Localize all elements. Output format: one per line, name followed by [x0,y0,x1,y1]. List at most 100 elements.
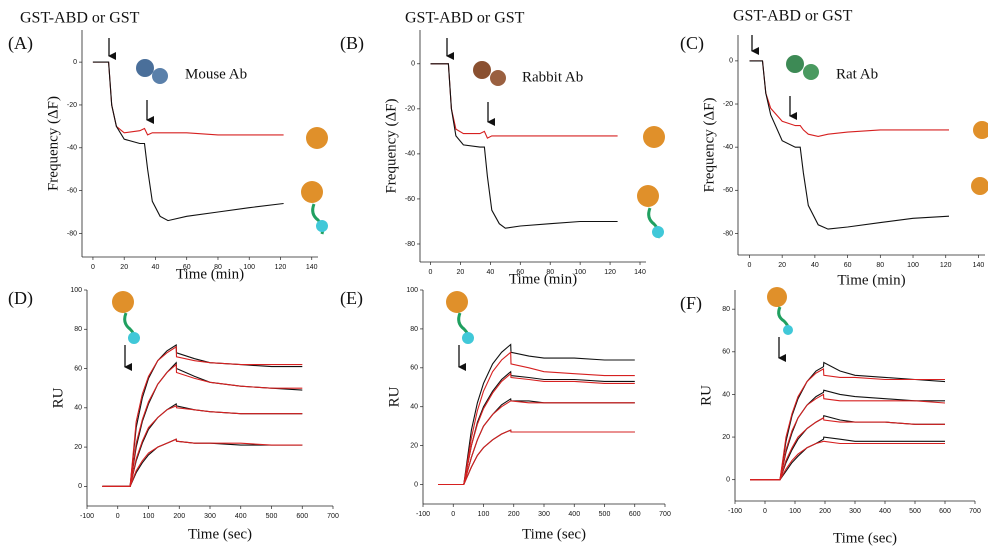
x-tick-label: 60 [183,264,191,271]
y-tick-label: 60 [722,349,730,356]
x-tick-label: 100 [574,269,586,276]
x-tick-label: 700 [659,511,671,518]
data-line [102,405,303,487]
y-tick-label: -20 [405,106,415,113]
data-line [750,415,945,481]
x-tick-label: 0 [91,264,95,271]
protein-icon [301,181,323,203]
x-tick-label: 400 [568,511,580,518]
data-line [750,436,945,481]
y-tick-label: 0 [73,59,77,66]
data-line [750,367,945,481]
annotation: GST-ABD or GST [20,10,140,27]
protein-icon [446,291,468,313]
x-tick-label: 140 [634,269,646,276]
y-tick-label: -20 [67,102,77,109]
data-line [438,351,635,486]
x-tick-label: 100 [907,262,919,269]
chart-panel: -100 0 100 200 300 400 500 600 700 0 20 40 60 80 (F) Ti… [680,290,981,546]
icons [112,55,988,344]
panel-label: (A) [8,33,33,54]
x-tick-label: -100 [728,508,742,515]
chart-panel: 0 20 40 60 80 100 120 140 0 -20 -40 -60 -80 (A) GST-AB… [8,10,318,282]
x-tick-label: 200 [819,508,831,515]
y-axis-label: Frequency (ΔF) [45,96,61,191]
y-axis-label: RU [50,387,66,408]
data-line [438,400,635,486]
x-tick-label: 300 [204,513,216,520]
x-tick-label: 500 [909,508,921,515]
protein-icon [971,177,988,195]
y-tick-label: 40 [410,404,418,411]
antibody-icon [803,64,819,80]
x-tick-label: 80 [876,262,884,269]
antibody-label: Rat Ab [836,66,878,82]
y-tick-label: 100 [70,287,82,294]
x-tick-label: 700 [969,508,981,515]
x-tick-label: 500 [599,511,611,518]
y-tick-label: 0 [414,481,418,488]
x-axis-label: Time (sec) [522,526,586,542]
x-tick-label: 20 [120,264,128,271]
antibody-icon [490,70,506,86]
antibody-icon [152,68,168,84]
x-axis-label: Time (min) [176,266,244,282]
x-tick-label: 120 [604,269,616,276]
data-line [750,389,945,481]
x-tick-label: 200 [173,513,185,520]
x-axis-label: Time (min) [509,271,577,287]
x-tick-label: -100 [80,513,94,520]
x-tick-label: 120 [275,264,287,271]
panel-label: (B) [340,33,364,54]
y-tick-label: -80 [723,230,733,237]
y-tick-label: -80 [405,241,415,248]
y-tick-label: 0 [726,477,730,484]
x-tick-label: 20 [778,262,786,269]
chart-panel: 0 20 40 60 80 100 120 140 0 -20 -40 -60 -80 (B) GST-AB… [340,10,646,287]
x-tick-label: 400 [879,508,891,515]
y-tick-label: 80 [410,326,418,333]
x-tick-label: 40 [811,262,819,269]
antibody-icon [473,61,491,79]
data-line [102,345,303,487]
x-tick-label: 80 [546,269,554,276]
y-tick-label: -40 [67,145,77,152]
arrows [108,35,797,371]
data-line [102,363,303,487]
panel-label: (D) [8,288,33,309]
annotation: GST-ABD or GST [405,10,525,27]
y-tick-label: -60 [723,187,733,194]
x-tick-label: 140 [306,264,318,271]
data-line [750,417,945,481]
x-tick-label: 20 [457,269,465,276]
x-tick-label: 700 [327,513,339,520]
panel-label: (E) [340,288,363,309]
panel-label: (C) [680,33,704,54]
y-tick-label: 40 [722,391,730,398]
y-tick-label: 40 [74,405,82,412]
panel-label: (F) [680,293,702,314]
abd-icon [128,332,140,344]
y-axis-label: Frequency (ΔF) [701,97,717,192]
x-axis-label: Time (sec) [833,530,897,546]
y-tick-label: 60 [74,365,82,372]
x-tick-label: 0 [763,508,767,515]
y-tick-label: -40 [405,151,415,158]
y-axis-label: Frequency (ΔF) [383,98,399,193]
y-tick-label: 0 [78,483,82,490]
x-tick-label: 300 [538,511,550,518]
abd-icon [652,226,664,238]
y-tick-label: -40 [723,144,733,151]
y-tick-label: 20 [722,434,730,441]
x-tick-label: 0 [747,262,751,269]
x-tick-label: 200 [508,511,520,518]
y-axis-label: RU [386,386,402,407]
x-tick-label: 100 [478,511,490,518]
antibody-icon [786,55,804,73]
x-tick-label: 100 [143,513,155,520]
y-tick-label: 20 [410,442,418,449]
y-tick-label: 60 [410,365,418,372]
data-line [749,60,950,230]
y-tick-label: -60 [67,187,77,194]
